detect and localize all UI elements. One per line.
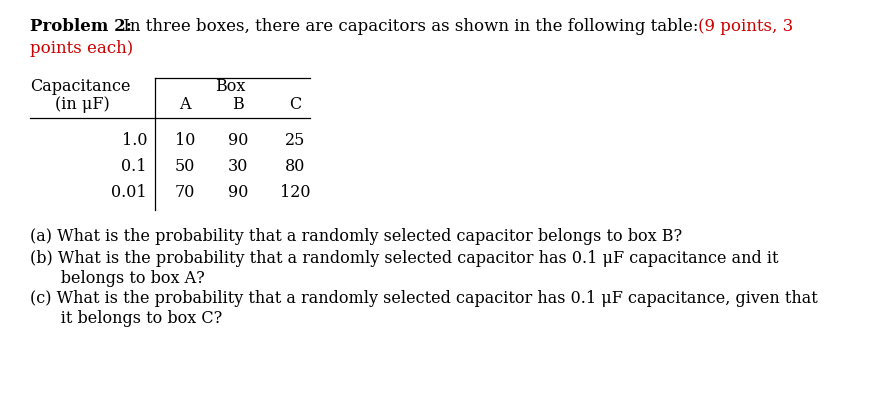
- Text: 50: 50: [175, 158, 196, 175]
- Text: (c) What is the probability that a randomly selected capacitor has 0.1 μF capaci: (c) What is the probability that a rando…: [30, 290, 818, 307]
- Text: it belongs to box C?: it belongs to box C?: [30, 310, 223, 327]
- Text: Box: Box: [215, 78, 245, 95]
- Text: C: C: [289, 96, 301, 113]
- Text: 30: 30: [228, 158, 248, 175]
- Text: 90: 90: [228, 132, 248, 149]
- Text: Problem 2:: Problem 2:: [30, 18, 132, 35]
- Text: 70: 70: [175, 184, 196, 201]
- Text: 80: 80: [285, 158, 306, 175]
- Text: A: A: [179, 96, 190, 113]
- Text: 0.1: 0.1: [121, 158, 147, 175]
- Text: belongs to box A?: belongs to box A?: [30, 270, 205, 287]
- Text: 10: 10: [175, 132, 196, 149]
- Text: points each): points each): [30, 40, 134, 57]
- Text: 120: 120: [279, 184, 310, 201]
- Text: 1.0: 1.0: [121, 132, 147, 149]
- Text: (in μF): (in μF): [55, 96, 110, 113]
- Text: 25: 25: [285, 132, 306, 149]
- Text: Capacitance: Capacitance: [30, 78, 130, 95]
- Text: (b) What is the probability that a randomly selected capacitor has 0.1 μF capaci: (b) What is the probability that a rando…: [30, 250, 779, 267]
- Text: B: B: [232, 96, 244, 113]
- Text: (9 points, 3: (9 points, 3: [698, 18, 794, 35]
- Text: 90: 90: [228, 184, 248, 201]
- Text: 0.01: 0.01: [112, 184, 147, 201]
- Text: In three boxes, there are capacitors as shown in the following table:: In three boxes, there are capacitors as …: [118, 18, 704, 35]
- Text: (a) What is the probability that a randomly selected capacitor belongs to box B?: (a) What is the probability that a rando…: [30, 228, 682, 245]
